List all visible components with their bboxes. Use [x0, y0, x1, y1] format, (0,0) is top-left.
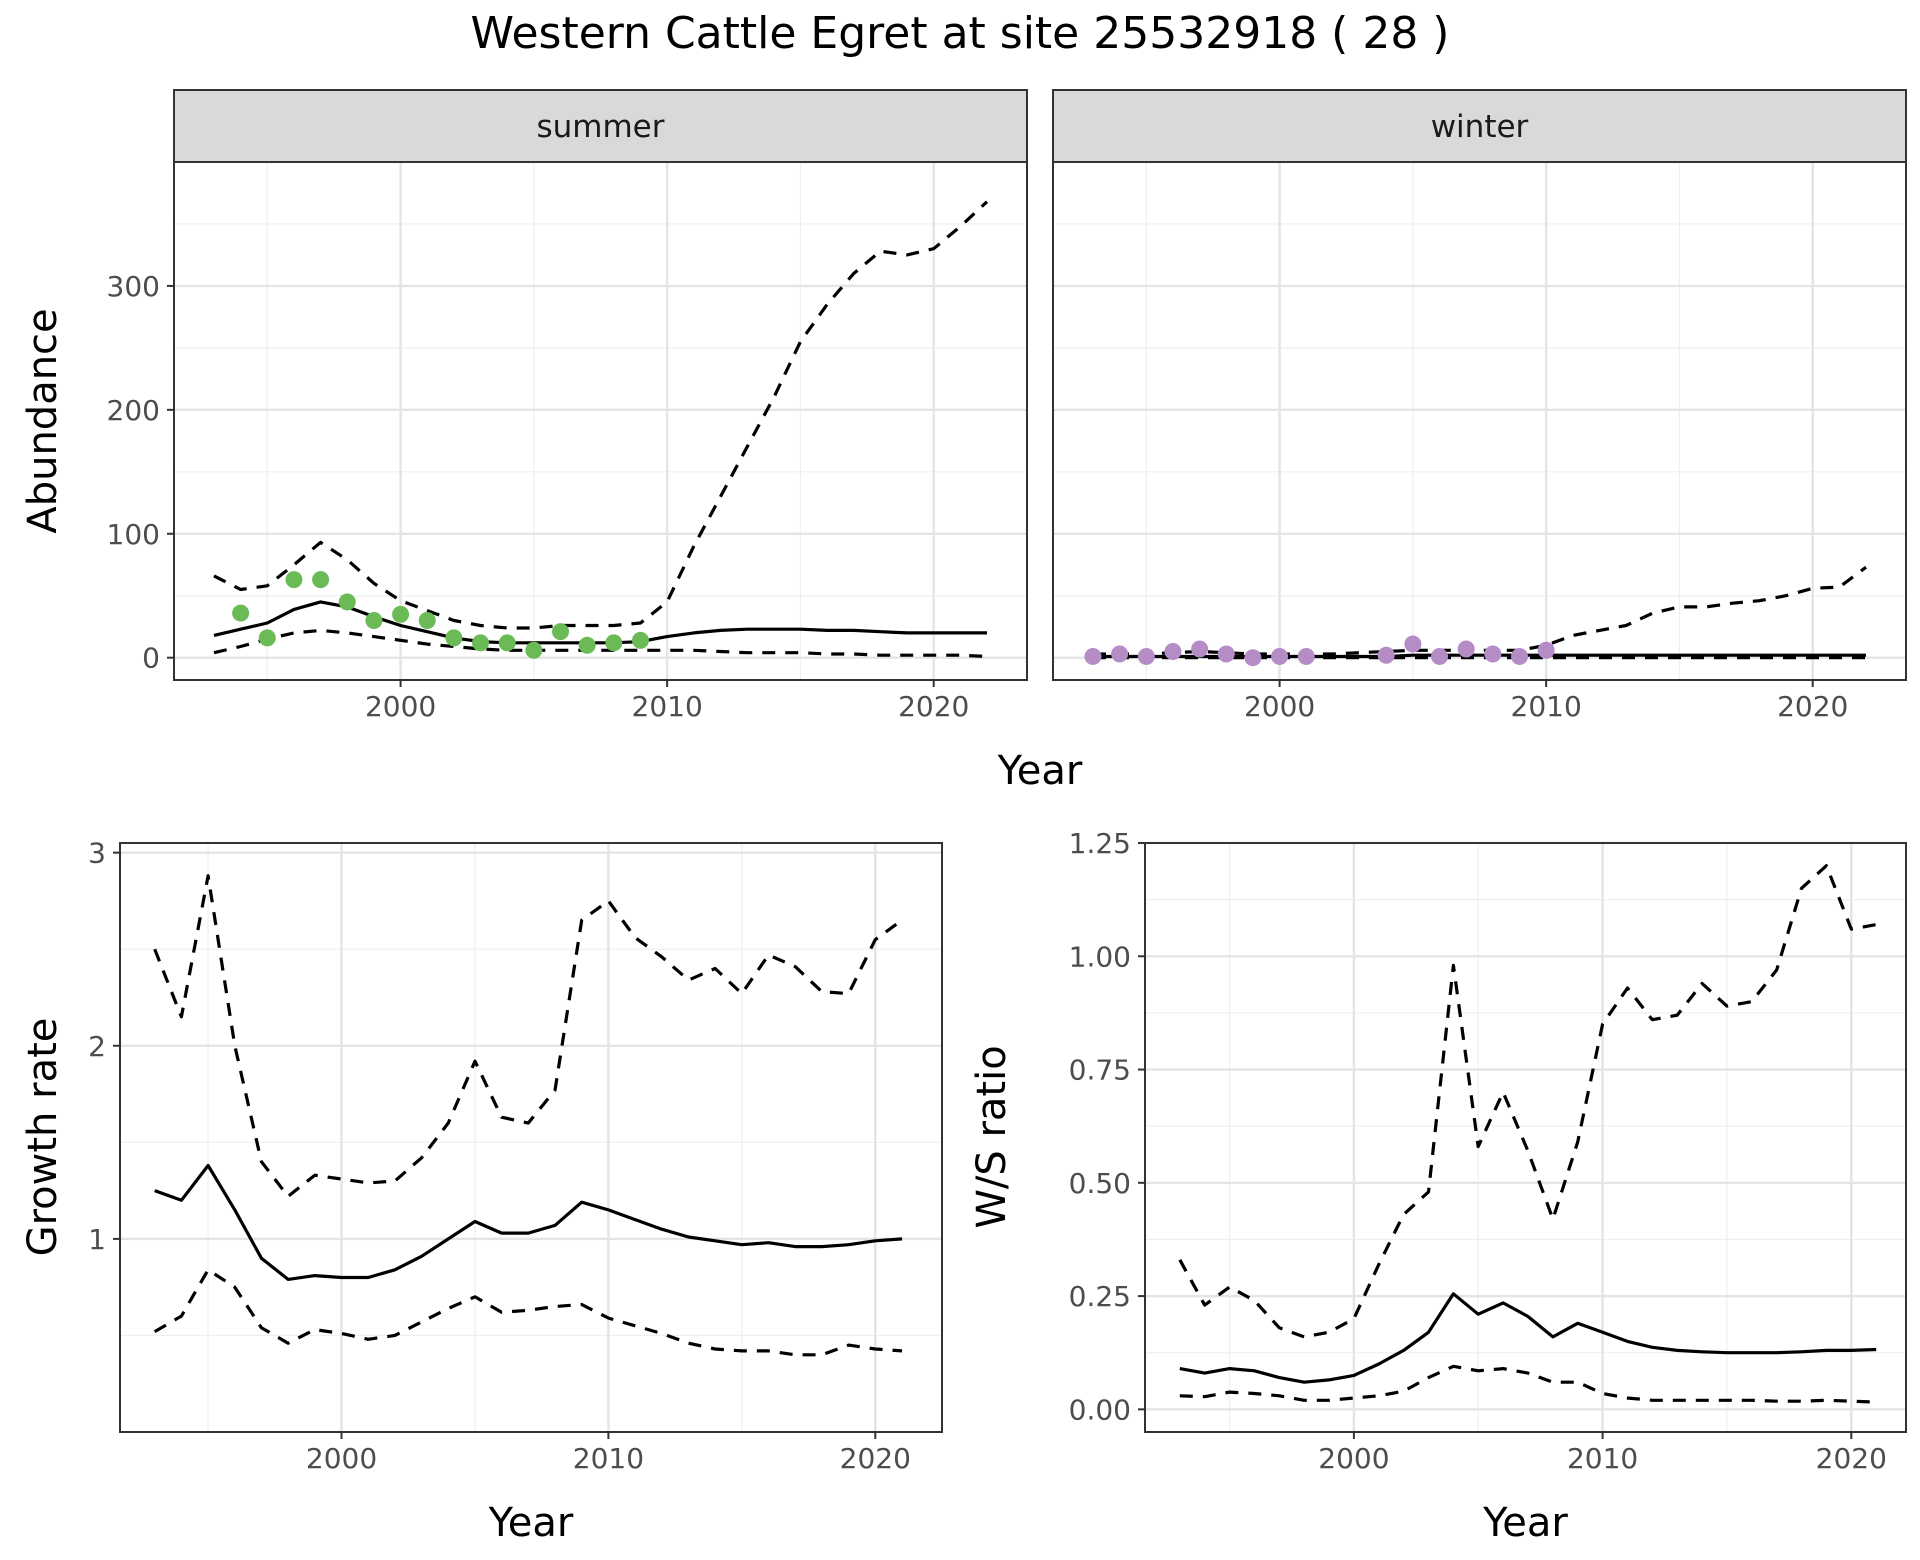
- growth-y-tick-label: 2: [88, 1030, 106, 1063]
- panel-winter-observed-point: [1191, 640, 1209, 658]
- figure-title: Western Cattle Egret at site 25532918 ( …: [471, 8, 1450, 59]
- panel-summer-lower-bound-line: [213, 628, 988, 659]
- ratio-y-tick-label: 1.25: [1069, 827, 1131, 860]
- panel-winter-observed-point: [1377, 646, 1395, 664]
- ratio-y-tick-label: 0.25: [1069, 1280, 1131, 1313]
- panel-summer-observed-point: [578, 636, 596, 654]
- panel-summer-observed-point: [232, 604, 250, 622]
- ratio-y-tick-label: 0.50: [1069, 1167, 1131, 1200]
- ratio-y-tick-label: 0.00: [1069, 1393, 1131, 1426]
- panel-summer-observed-point: [552, 623, 570, 641]
- panel-summer-observed-point: [631, 631, 649, 649]
- panel-summer-x-tick-label: 2000: [365, 690, 436, 723]
- panel-summer-observed-point: [312, 571, 330, 589]
- growth-plot-area: [120, 843, 942, 1432]
- panel-winter-x-tick-label: 2010: [1511, 690, 1582, 723]
- ratio-lower-bound-line: [1179, 1364, 1877, 1404]
- growth-y-tick-label: 1: [88, 1223, 106, 1256]
- panel-winter-x-tick-label: 2020: [1777, 690, 1848, 723]
- panel-summer-observed-point: [285, 571, 303, 589]
- growth-panel-border: [119, 842, 943, 1433]
- facet-strip-winter: [1052, 89, 1907, 163]
- ratio-plot-area: [1145, 843, 1906, 1432]
- panel-winter-observed-point: [1537, 641, 1555, 659]
- ratio-x-axis-label: Year: [1482, 1500, 1568, 1546]
- panel-summer-observed-point: [525, 641, 543, 659]
- growth-lower-bound-line: [153, 1268, 903, 1357]
- panel-summer-y-tick-label: 0: [142, 642, 160, 675]
- panel-winter-observed-point: [1111, 645, 1129, 663]
- ratio-estimate-line: [1179, 1292, 1877, 1384]
- panel-winter-upper-bound-line: [1093, 565, 1867, 656]
- panel-summer-observed-point: [392, 605, 410, 623]
- ratio-upper-bound-line: [1178, 864, 1877, 1339]
- panel-winter-observed-point: [1217, 645, 1235, 663]
- facet-strip-label-summer: summer: [536, 109, 664, 145]
- panel-winter-observed-point: [1484, 645, 1502, 663]
- growth-estimate-line: [154, 1163, 903, 1282]
- panel-summer-x-tick-label: 2020: [898, 690, 969, 723]
- panel-summer-observed-point: [365, 612, 383, 630]
- growth-x-tick-label: 2010: [573, 1442, 644, 1475]
- top-x-axis-label: Year: [997, 748, 1083, 794]
- ratio-x-tick-label: 2010: [1567, 1442, 1638, 1475]
- panel-winter-panel-border: [1052, 161, 1907, 681]
- panel-summer-observed-point: [605, 634, 623, 652]
- panel-winter-observed-point: [1510, 647, 1528, 665]
- panel-summer-y-tick-label: 200: [107, 394, 160, 427]
- panel-summer-panel-border: [173, 161, 1028, 681]
- panel-winter-observed-point: [1457, 640, 1475, 658]
- panel-winter-observed-point: [1431, 647, 1449, 665]
- panel-winter-observed-point: [1137, 647, 1155, 665]
- facet-strip-summer: [173, 89, 1028, 163]
- panel-summer-observed-point: [445, 629, 463, 647]
- ratio-y-axis-label: W/S ratio: [969, 1045, 1015, 1228]
- growth-y-tick-label: 3: [88, 837, 106, 870]
- ratio-y-tick-label: 0.75: [1069, 1054, 1131, 1087]
- panel-winter-observed-point: [1164, 642, 1182, 660]
- ratio-x-tick-label: 2020: [1816, 1442, 1887, 1475]
- panel-winter-observed-point: [1271, 647, 1289, 665]
- ratio-x-tick-label: 2000: [1318, 1442, 1389, 1475]
- panel-winter-observed-point: [1244, 649, 1262, 667]
- top-y-axis-label: Abundance: [20, 308, 66, 533]
- panel-summer-x-tick-label: 2010: [632, 690, 703, 723]
- panel-winter-observed-point: [1084, 647, 1102, 665]
- panel-summer-observed-point: [472, 634, 490, 652]
- growth-x-axis-label: Year: [488, 1500, 574, 1546]
- facet-strip-label-winter: winter: [1431, 109, 1529, 145]
- panel-summer-plot-area: [174, 162, 1027, 680]
- panel-summer-y-tick-label: 100: [107, 518, 160, 551]
- panel-winter-x-tick-label: 2000: [1244, 690, 1315, 723]
- panel-summer-observed-point: [498, 634, 516, 652]
- growth-x-tick-label: 2000: [306, 1442, 377, 1475]
- ratio-panel-border: [1144, 842, 1907, 1433]
- ratio-y-tick-label: 1.00: [1069, 940, 1131, 973]
- growth-upper-bound-line: [153, 874, 903, 1199]
- panel-summer-observed-point: [258, 629, 276, 647]
- panel-summer-y-tick-label: 300: [107, 270, 160, 303]
- growth-y-axis-label: Growth rate: [20, 1018, 66, 1257]
- panel-winter-observed-point: [1404, 635, 1422, 653]
- panel-summer-observed-point: [338, 593, 356, 611]
- panel-winter-observed-point: [1297, 647, 1315, 665]
- panel-summer-observed-point: [418, 612, 436, 630]
- panel-winter-plot-area: [1053, 162, 1906, 680]
- growth-x-tick-label: 2020: [840, 1442, 911, 1475]
